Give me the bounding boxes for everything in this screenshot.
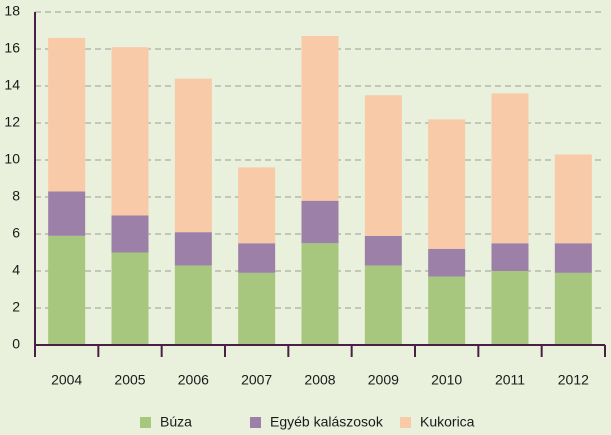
bar-segment [301, 243, 339, 345]
y-tick-label: 18 [4, 3, 20, 19]
bar-segment [554, 272, 592, 345]
bar-segment [48, 37, 86, 192]
legend-swatch [250, 417, 261, 428]
bar-segment [491, 271, 529, 345]
bar-segment [238, 167, 276, 244]
bar-segment [554, 243, 592, 273]
y-tick-label: 14 [4, 77, 20, 93]
bar-segment [364, 265, 402, 345]
bar-segment [48, 191, 86, 236]
bar-segment [111, 215, 149, 253]
x-tick-label: 2008 [304, 372, 335, 388]
bar-segment [174, 232, 212, 266]
bar-segment [111, 47, 149, 216]
bar-segment [364, 95, 402, 236]
x-tick-label: 2011 [495, 372, 525, 388]
bar-segment [554, 154, 592, 244]
bar-segment [491, 93, 529, 244]
bar-segment [174, 78, 212, 233]
bar-segment [491, 243, 529, 271]
legend-label: Kukorica [420, 414, 475, 430]
y-tick-label: 2 [12, 299, 20, 315]
bar-segment [428, 276, 466, 345]
bar-segment [301, 36, 339, 201]
x-tick-label: 2010 [431, 372, 462, 388]
bar-segment [111, 252, 149, 345]
y-tick-label: 6 [12, 225, 20, 241]
bar-segment [428, 119, 466, 249]
x-tick-label: 2005 [114, 372, 145, 388]
x-tick-label: 2004 [51, 372, 82, 388]
x-tick-label: 2007 [241, 372, 272, 388]
legend-label: Búza [160, 414, 192, 430]
legend-swatch [400, 417, 411, 428]
y-tick-label: 4 [12, 262, 20, 278]
bar-segment [364, 235, 402, 266]
y-tick-label: 0 [12, 336, 20, 352]
bar-segment [48, 235, 86, 345]
x-tick-label: 2009 [368, 372, 399, 388]
bar-segment [301, 200, 339, 244]
bar-segment [174, 265, 212, 345]
legend-swatch [140, 417, 151, 428]
bar-segment [238, 272, 276, 345]
y-tick-label: 10 [4, 151, 20, 167]
legend-label: Egyéb kalászosok [270, 414, 384, 430]
y-tick-label: 8 [12, 188, 20, 204]
bar-segment [428, 248, 466, 277]
bar-segment [238, 243, 276, 273]
x-tick-label: 2012 [558, 372, 589, 388]
y-tick-label: 12 [4, 114, 20, 130]
x-tick-label: 2006 [178, 372, 209, 388]
y-tick-label: 16 [4, 40, 20, 56]
